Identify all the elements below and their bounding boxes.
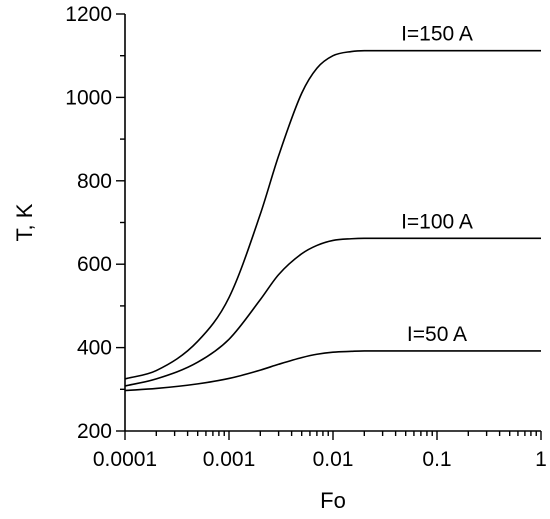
curves: [124, 49, 541, 392]
tick-labels: 200 400 600 800 1000 1200 0.0001 0.001 0.01 0.1 1: [65, 3, 547, 471]
ticks: [116, 13, 542, 440]
axes: [124, 14, 541, 432]
x-tick-label: 0.001: [203, 448, 256, 471]
x-tick-label: 1: [535, 448, 547, 471]
x-axis-title: Fo: [320, 488, 346, 513]
x-tick-label: 0.01: [313, 448, 354, 471]
x-tick-label: 0.0001: [93, 448, 157, 471]
series-label: I=50 A: [407, 323, 467, 346]
y-tick-label: 1000: [65, 86, 112, 109]
y-tick-label: 600: [77, 253, 112, 276]
series-label: I=150 A: [401, 23, 473, 46]
series-line: [124, 49, 541, 380]
series-labels: I=150 A I=100 A I=50 A: [401, 23, 473, 346]
y-tick-label: 800: [77, 170, 112, 193]
series-label: I=100 A: [401, 210, 473, 233]
x-tick-label: 0.1: [422, 448, 451, 471]
y-tick-label: 200: [77, 420, 112, 443]
y-tick-label: 1200: [65, 3, 112, 26]
y-axis-title: T, K: [12, 203, 37, 241]
series-line: [124, 350, 541, 392]
series-line: [124, 237, 541, 387]
y-tick-label: 400: [77, 337, 112, 360]
